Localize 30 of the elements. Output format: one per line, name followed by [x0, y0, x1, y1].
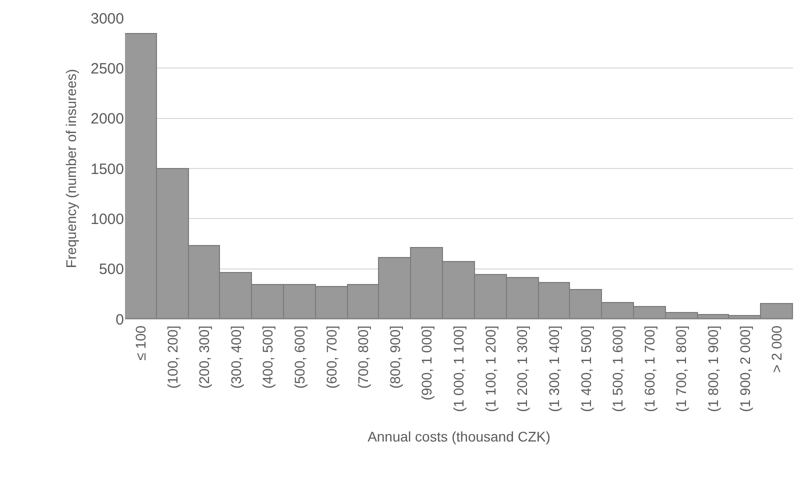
y-tick-label: 500 [98, 261, 124, 278]
x-tick-label: (700, 800] [355, 326, 372, 389]
x-tick-label: (1 200, 1 300] [514, 326, 530, 412]
y-tick-label: 3000 [90, 10, 124, 28]
x-tick-label: > 2 000 [768, 325, 785, 373]
x-tick-label: (1 700, 1 800] [673, 326, 690, 412]
x-axis-title: Annual costs (thousand CZK) [368, 428, 550, 444]
x-tick-label: (100, 200] [164, 326, 180, 389]
x-tick-label: (900, 1 000] [418, 326, 435, 400]
x-tick-label: (600, 700] [323, 326, 340, 389]
y-axis-title: Frequency (number of insurees) [63, 68, 80, 268]
x-tick-label: (1 500, 1 600] [610, 326, 626, 412]
x-tick-label: (1 100, 1 200] [482, 326, 498, 412]
x-tick-label: (800, 900] [386, 326, 403, 389]
x-tick-label: (1 900, 2 000] [736, 326, 753, 412]
x-tick-label: (500, 600] [292, 326, 308, 389]
y-tick-label: 1500 [90, 160, 124, 178]
y-tick-label: 2500 [90, 60, 124, 78]
x-tick-label: (1 000, 1 100] [450, 326, 467, 412]
x-tick-label: (1 800, 1 900] [705, 326, 722, 412]
x-tick-label: (1 600, 1 700] [641, 326, 658, 412]
x-tick-label: (200, 300] [196, 326, 212, 389]
y-tick-label: 1000 [90, 210, 124, 228]
x-tick-label: (1 300, 1 400] [546, 326, 562, 412]
x-tick-label: (1 400, 1 500] [578, 326, 594, 412]
x-tick-label: (300, 400] [228, 326, 244, 389]
x-tick-label: (400, 500] [260, 326, 276, 389]
y-tick-label: 0 [116, 311, 124, 328]
x-tick-label: ≤ 100 [132, 325, 148, 361]
y-tick-label: 2000 [90, 110, 124, 128]
